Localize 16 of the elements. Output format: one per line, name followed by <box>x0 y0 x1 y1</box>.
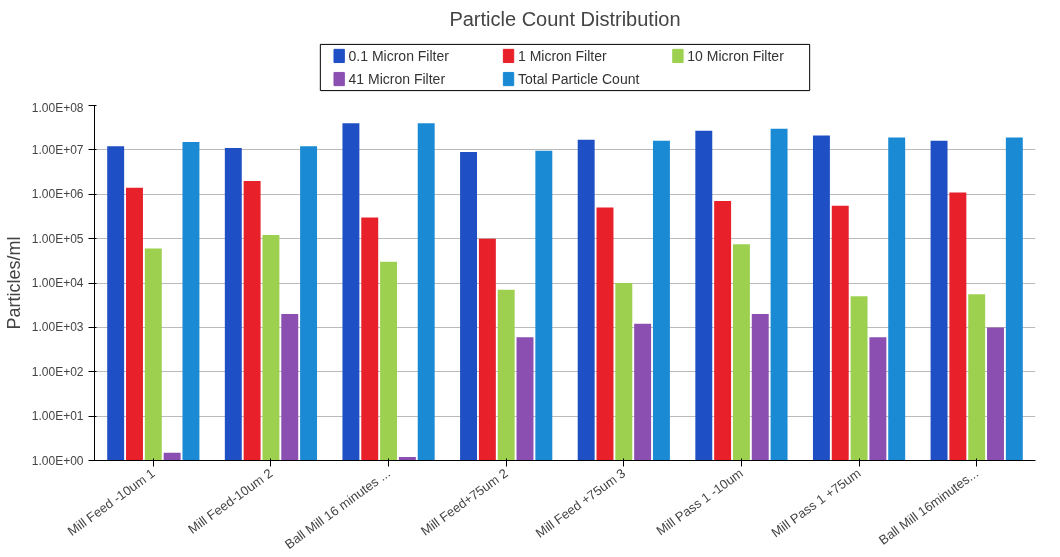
y-tick-label: 1.00E+07 <box>31 142 84 157</box>
y-tick-label: 1.00E+05 <box>31 231 84 246</box>
y-tick-label: 1.00E+01 <box>31 409 84 424</box>
y-tick-label: 1.00E+03 <box>31 320 84 335</box>
legend-label: 1 Micron Filter <box>517 47 607 64</box>
legend-label: 41 Micron Filter <box>348 71 446 88</box>
legend-label: Total Particle Count <box>517 71 640 88</box>
legend-label: 10 Micron Filter <box>687 47 785 64</box>
y-tick-label: 1.00E+08 <box>31 100 84 115</box>
legend-label: 0.1 Micron Filter <box>348 47 450 64</box>
y-tick-label: 1.00E+04 <box>31 276 84 290</box>
chart-title: Particle Count Distribution <box>449 7 681 30</box>
y-axis-title: Particles/ml <box>3 236 24 330</box>
y-tick-label: 1.00E+06 <box>31 187 84 202</box>
y-tick-label: 1.00E+02 <box>31 364 84 379</box>
y-tick-label: 1.00E+00 <box>31 453 84 468</box>
